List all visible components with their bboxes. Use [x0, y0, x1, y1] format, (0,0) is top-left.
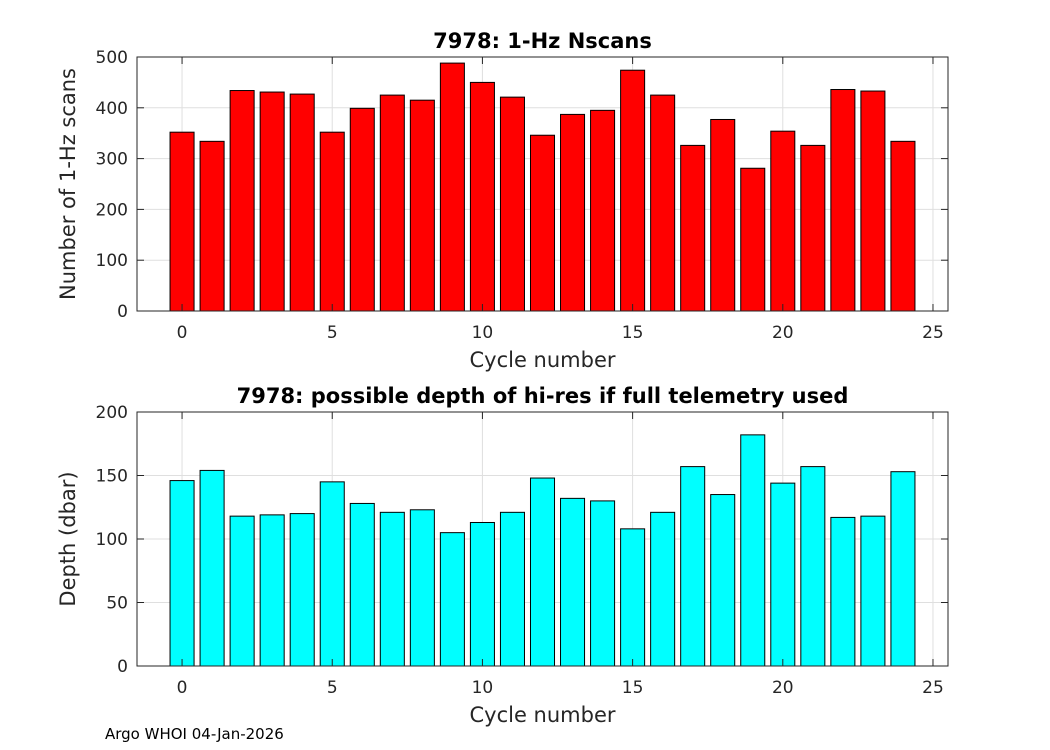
bar: [349, 502, 375, 667]
x-tick-label: 0: [177, 323, 188, 343]
bar: [499, 96, 525, 312]
x-axis-label: Cycle number: [469, 348, 615, 372]
bar: [229, 515, 255, 667]
y-tick-label: 200: [96, 403, 128, 423]
chart-nscans: 0 5 10 15 20 25 0 100 200 300 400 500 7978: 1-Hz Nsc…: [56, 29, 949, 372]
chart-title: 7978: possible depth of hi-res if full t…: [237, 384, 849, 408]
bar: [770, 482, 796, 667]
bar: [439, 62, 465, 312]
bar: [469, 81, 495, 312]
bar: [439, 532, 465, 667]
y-tick-label: 100: [96, 530, 128, 550]
bar: [199, 469, 225, 667]
x-tick-label: 15: [622, 678, 644, 698]
bar: [890, 471, 916, 667]
y-tick-label: 50: [106, 594, 128, 614]
bar: [650, 94, 676, 312]
y-tick-label: 100: [96, 251, 128, 271]
x-tick-label: 10: [472, 678, 494, 698]
bar: [800, 466, 826, 667]
bar: [650, 511, 676, 667]
x-tick-label: 20: [772, 678, 794, 698]
x-tick-label: 25: [922, 323, 944, 343]
bar: [409, 99, 435, 312]
bar: [259, 91, 285, 312]
bar: [680, 144, 706, 312]
bar: [710, 494, 736, 667]
bar: [590, 109, 616, 312]
y-tick-label: 400: [96, 99, 128, 119]
x-tick-label: 20: [772, 323, 794, 343]
bar: [620, 69, 646, 312]
axes-box: [136, 56, 949, 312]
y-tick-label: 200: [96, 200, 128, 220]
bar: [199, 140, 225, 312]
bar: [740, 167, 766, 312]
y-axis-label: Number of 1-Hz scans: [56, 68, 80, 300]
bar: [620, 528, 646, 667]
x-tick-label: 5: [327, 323, 338, 343]
x-axis-label: Cycle number: [469, 703, 615, 727]
bar: [710, 118, 736, 312]
bar: [469, 521, 495, 667]
bar: [560, 113, 586, 312]
bar: [499, 511, 525, 667]
bar: [289, 513, 315, 667]
x-tick-label: 0: [177, 678, 188, 698]
bar: [169, 480, 195, 667]
bar: [560, 497, 586, 667]
bar: [830, 89, 856, 312]
bar: [169, 131, 195, 312]
bar: [259, 514, 285, 667]
chart-depth: 0 5 10 15 20 25 0 50 100 150 200 7978: possible dep…: [56, 384, 949, 727]
bar: [289, 93, 315, 312]
bar: [740, 434, 766, 667]
bar: [770, 130, 796, 312]
bar: [319, 481, 345, 667]
y-axis-label: Depth (dbar): [56, 471, 80, 606]
bar: [860, 90, 886, 312]
bar: [529, 134, 556, 312]
bar: [890, 140, 916, 312]
bar: [680, 466, 706, 667]
bar: [860, 515, 886, 667]
bar: [830, 516, 856, 667]
bar: [590, 500, 616, 667]
bar: [379, 94, 405, 312]
y-tick-label: 150: [96, 467, 128, 487]
y-tick-label: 0: [117, 657, 128, 677]
bar: [409, 509, 435, 667]
y-tick-label: 500: [96, 48, 128, 68]
x-tick-label: 25: [922, 678, 944, 698]
bar: [229, 90, 255, 312]
y-tick-label: 0: [117, 302, 128, 322]
x-tick-label: 5: [327, 678, 338, 698]
bar: [800, 144, 826, 312]
bar: [349, 107, 375, 312]
x-tick-label: 15: [622, 323, 644, 343]
bar: [529, 477, 556, 667]
footer-credit: Argo WHOI 04-Jan-2026: [105, 725, 284, 743]
bar: [319, 131, 345, 312]
x-tick-label: 10: [472, 323, 494, 343]
chart-title: 7978: 1-Hz Nscans: [433, 29, 652, 53]
bar: [379, 511, 405, 667]
y-tick-label: 300: [96, 150, 128, 170]
